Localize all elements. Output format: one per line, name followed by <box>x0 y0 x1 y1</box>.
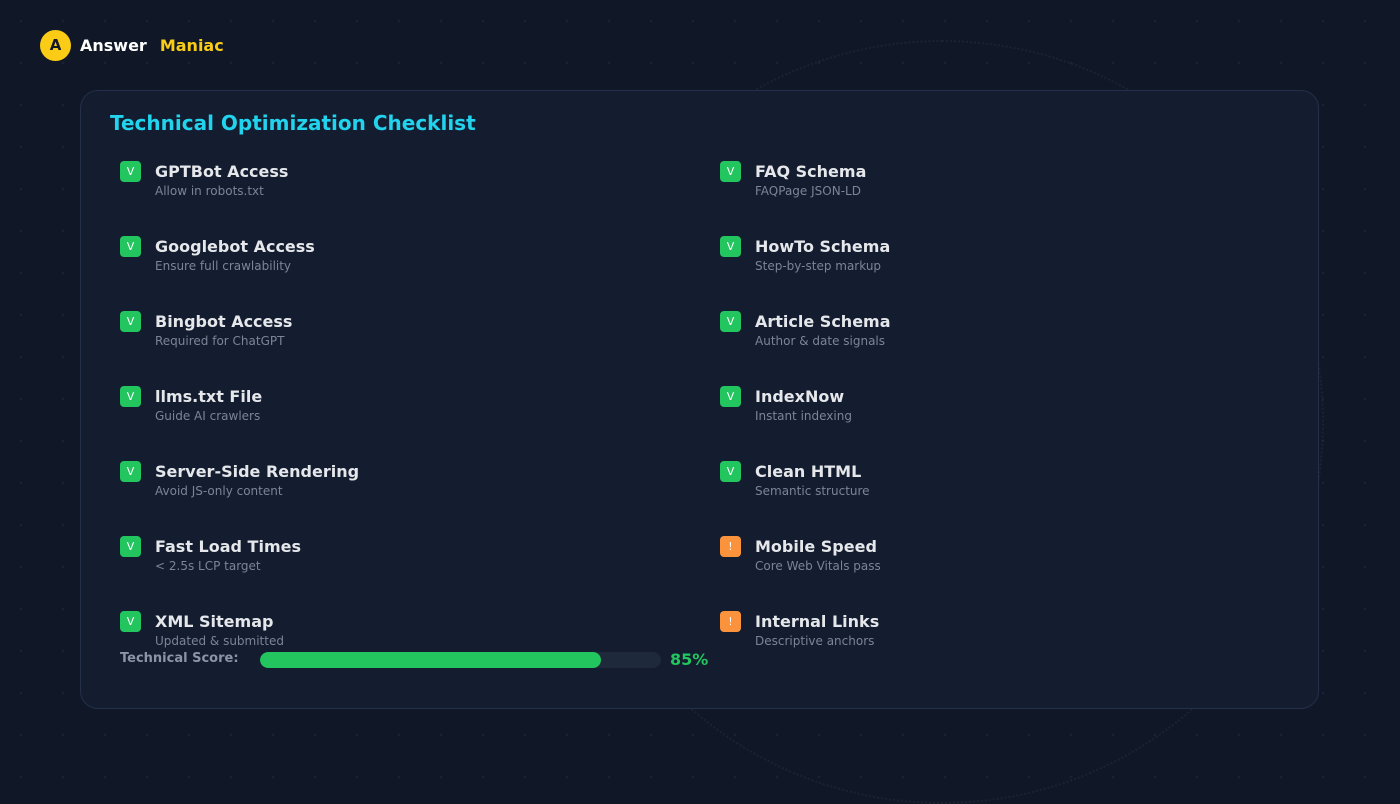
brand-name-maniac: Maniac <box>159 35 224 55</box>
check-icon: V <box>120 461 141 482</box>
checklist-item-description: Ensure full crawlability <box>155 259 292 273</box>
score-progress-fill <box>260 652 601 668</box>
checklist-item: V Bingbot Access Required for ChatGPT <box>120 311 620 359</box>
checklist-item-title: llms.txt File <box>155 387 263 406</box>
checklist-item-title: XML Sitemap <box>155 612 274 631</box>
checklist-item-title: Googlebot Access <box>155 237 315 256</box>
logo-badge-icon: A <box>40 29 71 61</box>
checklist-item: V HowTo Schema Step-by-step markup <box>720 236 1220 284</box>
checklist-item-description: FAQPage JSON-LD <box>755 184 861 198</box>
checklist-item-description: Step-by-step markup <box>755 259 882 273</box>
checklist-item-title: Fast Load Times <box>155 537 301 556</box>
checklist-item-title: Bingbot Access <box>155 312 293 331</box>
checklist-item: V Fast Load Times < 2.5s LCP target <box>120 536 620 584</box>
checklist-item-description: < 2.5s LCP target <box>155 559 261 573</box>
checklist-item-title: Clean HTML <box>755 462 862 481</box>
check-icon: V <box>720 386 741 407</box>
check-icon: V <box>720 461 741 482</box>
checklist-item: V IndexNow Instant indexing <box>720 386 1220 434</box>
checklist-item-title: Internal Links <box>755 612 880 631</box>
checklist-item: V Server-Side Rendering Avoid JS-only cont… <box>120 461 620 509</box>
brand-logo: A Answer Maniac <box>40 29 224 61</box>
checklist-item: V XML Sitemap Updated & submitted <box>120 611 620 659</box>
checklist-item-title: IndexNow <box>755 387 845 406</box>
checklist-item-description: Avoid JS-only content <box>155 484 283 498</box>
checklist-item-title: Mobile Speed <box>755 537 877 556</box>
check-icon: V <box>120 611 141 632</box>
check-icon: V <box>120 386 141 407</box>
checklist-item-description: Updated & submitted <box>155 634 284 648</box>
checklist-item-description: Instant indexing <box>755 409 852 423</box>
checklist-item: V FAQ Schema FAQPage JSON-LD <box>720 161 1220 209</box>
check-icon: V <box>720 236 741 257</box>
checklist-item-description: Required for ChatGPT <box>155 334 285 348</box>
checklist-title: Technical Optimization Checklist <box>110 111 476 135</box>
checklist-item-description: Author & date signals <box>755 334 886 348</box>
checklist-item: V Clean HTML Semantic structure <box>720 461 1220 509</box>
checklist-item-description: Descriptive anchors <box>755 634 875 648</box>
check-icon: V <box>120 236 141 257</box>
checklist-item: V Googlebot Access Ensure full crawlabilit… <box>120 236 620 284</box>
score-progress-bar <box>260 652 661 668</box>
checklist-item-description: Allow in robots.txt <box>155 184 264 198</box>
score-value: 85% <box>670 650 709 669</box>
checklist-item: ! Mobile Speed Core Web Vitals pass <box>720 536 1220 584</box>
checklist-item-title: Server-Side Rendering <box>155 462 360 481</box>
checklist-item-title: HowTo Schema <box>755 237 891 256</box>
checklist-item: V GPTBot Access Allow in robots.txt <box>120 161 620 209</box>
checklist-item: ! Internal Links Descriptive anchors <box>720 611 1220 659</box>
score-label: Technical Score: <box>120 651 239 666</box>
checklist-item-description: Semantic structure <box>755 484 870 498</box>
warning-icon: ! <box>720 611 741 632</box>
checklist-item-title: GPTBot Access <box>155 162 289 181</box>
checklist-item-description: Guide AI crawlers <box>155 409 261 423</box>
check-icon: V <box>120 311 141 332</box>
checklist-item-title: Article Schema <box>755 312 891 331</box>
check-icon: V <box>720 161 741 182</box>
checklist-item-description: Core Web Vitals pass <box>755 559 881 573</box>
checklist-card: Technical Optimization Checklist V GPTBot… <box>80 90 1319 709</box>
warning-icon: ! <box>720 536 741 557</box>
checklist-item-title: FAQ Schema <box>755 162 867 181</box>
brand-name-answer: Answer <box>80 35 147 55</box>
check-icon: V <box>720 311 741 332</box>
check-icon: V <box>120 161 141 182</box>
check-icon: V <box>120 536 141 557</box>
checklist-item: V Article Schema Author & date signals <box>720 311 1220 359</box>
